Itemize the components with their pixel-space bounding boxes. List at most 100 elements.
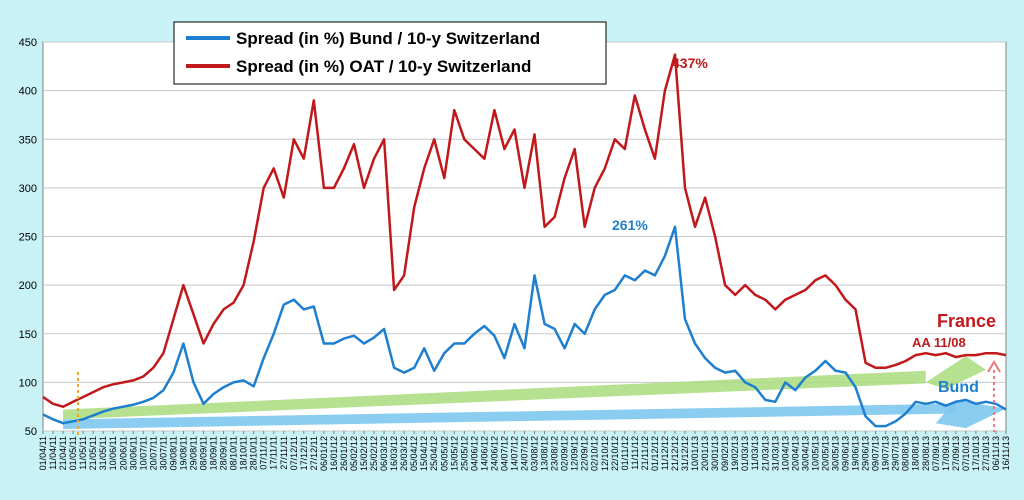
annotation-aa: AA 11/08 bbox=[912, 335, 966, 350]
x-tick-label: 20/05/13 bbox=[820, 436, 830, 471]
x-tick-label: 09/02/13 bbox=[720, 436, 730, 471]
legend: Spread (in %) Bund / 10-y Switzerland Sp… bbox=[173, 21, 607, 85]
legend-box bbox=[173, 21, 607, 85]
x-tick-label: 07/09/13 bbox=[931, 436, 941, 471]
x-tick-label: 29/06/13 bbox=[861, 436, 871, 471]
x-tick-label: 12/09/12 bbox=[570, 436, 580, 471]
x-tick-label: 11/11/12 bbox=[630, 436, 640, 470]
trend-bands bbox=[63, 356, 1006, 430]
x-tick-label: 27/12/11 bbox=[309, 436, 319, 470]
x-tick-label: 25/05/12 bbox=[459, 436, 469, 471]
y-tick-label: 100 bbox=[19, 377, 37, 389]
series-line-bund bbox=[42, 225, 1007, 428]
x-tick-label: 07/10/13 bbox=[961, 436, 971, 471]
x-tick-label: 21/04/11 bbox=[58, 436, 68, 470]
x-tick-label: 19/08/11 bbox=[178, 436, 188, 470]
x-tick-label: 11/12/12 bbox=[660, 436, 670, 470]
x-tick-label: 11/05/11 bbox=[78, 436, 88, 470]
y-tick-label: 50 bbox=[25, 426, 37, 438]
x-tick-label: 01/05/11 bbox=[68, 436, 78, 470]
x-tick-label: 27/11/11 bbox=[279, 436, 289, 470]
x-tick-label: 10/05/13 bbox=[810, 436, 820, 471]
x-tick-label: 16/03/12 bbox=[389, 436, 399, 471]
x-tick-label: 16/11/13 bbox=[1001, 436, 1011, 470]
x-tick-label: 17/10/13 bbox=[971, 436, 981, 471]
x-tick-label: 06/01/12 bbox=[319, 436, 329, 471]
y-tick-label: 200 bbox=[19, 280, 37, 292]
x-tick-label: 01/12/12 bbox=[650, 436, 660, 471]
legend-label-oat: Spread (in %) OAT / 10-y Switzerland bbox=[236, 57, 531, 76]
x-tick-label: 09/08/11 bbox=[168, 436, 178, 470]
x-tick-label: 05/02/12 bbox=[349, 436, 359, 471]
x-tick-label: 15/04/12 bbox=[419, 436, 429, 471]
y-tick-label: 150 bbox=[19, 329, 37, 341]
x-tick-label: 20/07/11 bbox=[148, 436, 158, 470]
x-tick-label: 24/06/12 bbox=[489, 436, 499, 471]
x-tick-label: 26/03/12 bbox=[399, 436, 409, 471]
x-tick-label: 28/09/11 bbox=[219, 436, 229, 470]
x-tick-label: 08/09/11 bbox=[199, 436, 209, 470]
x-axis-ticks: 01/04/11 11/04/11 21/04/11 01/05/11 11/05/11… bbox=[38, 431, 1011, 471]
x-tick-label: 27/09/13 bbox=[951, 436, 961, 471]
x-tick-label: 10/07/11 bbox=[138, 436, 148, 470]
x-tick-label: 21/11/12 bbox=[640, 436, 650, 470]
x-tick-label: 08/10/11 bbox=[229, 436, 239, 470]
x-tick-label: 30/06/11 bbox=[128, 436, 138, 470]
x-tick-label: 30/05/13 bbox=[830, 436, 840, 471]
x-tick-label: 03/08/12 bbox=[530, 436, 540, 471]
x-tick-label: 30/01/13 bbox=[710, 436, 720, 471]
x-tick-label: 11/04/11 bbox=[48, 436, 58, 470]
x-tick-label: 21/03/13 bbox=[760, 436, 770, 471]
x-tick-label: 22/10/12 bbox=[610, 436, 620, 471]
x-tick-label: 11/03/13 bbox=[750, 436, 760, 470]
x-tick-label: 04/07/12 bbox=[499, 436, 509, 471]
x-tick-label: 17/09/13 bbox=[941, 436, 951, 471]
trend-band-green bbox=[63, 370, 926, 420]
y-tick-label: 450 bbox=[19, 37, 37, 49]
x-tick-label: 07/12/11 bbox=[289, 436, 299, 470]
x-tick-label: 07/11/11 bbox=[259, 436, 269, 470]
x-tick-label: 13/08/12 bbox=[540, 436, 550, 471]
x-tick-label: 20/04/13 bbox=[790, 436, 800, 471]
x-tick-label: 17/12/11 bbox=[299, 436, 309, 470]
x-tick-label: 31/05/11 bbox=[98, 436, 108, 470]
x-tick-label: 26/01/12 bbox=[339, 436, 349, 471]
x-tick-label: 14/06/12 bbox=[479, 436, 489, 471]
x-tick-label: 28/08/13 bbox=[921, 436, 931, 471]
x-tick-label: 05/05/12 bbox=[439, 436, 449, 471]
x-tick-label: 19/06/13 bbox=[851, 436, 861, 471]
marker-arrow-pink bbox=[987, 360, 1001, 373]
x-tick-label: 15/05/12 bbox=[449, 436, 459, 471]
x-tick-label: 06/03/12 bbox=[379, 436, 389, 471]
x-tick-label: 15/02/12 bbox=[359, 436, 369, 471]
trend-band-blue-head bbox=[935, 399, 1006, 429]
x-tick-label: 23/08/12 bbox=[550, 436, 560, 471]
x-tick-label: 04/06/12 bbox=[469, 436, 479, 471]
y-tick-label: 250 bbox=[19, 232, 37, 244]
x-tick-label: 31/12/12 bbox=[680, 436, 690, 471]
x-tick-label: 01/11/12 bbox=[620, 436, 630, 470]
x-tick-label: 28/10/11 bbox=[249, 436, 259, 470]
x-tick-label: 08/08/13 bbox=[901, 436, 911, 471]
x-tick-label: 31/03/13 bbox=[770, 436, 780, 471]
x-tick-label: 17/11/11 bbox=[269, 436, 279, 470]
y-tick-label: 300 bbox=[19, 183, 37, 195]
x-tick-label: 05/04/12 bbox=[409, 436, 419, 471]
x-tick-label: 16/01/12 bbox=[329, 436, 339, 471]
x-tick-label: 21/05/11 bbox=[88, 436, 98, 470]
annotation-oat-peak: 437% bbox=[672, 55, 708, 71]
x-tick-label: 18/10/11 bbox=[239, 436, 249, 470]
x-tick-label: 25/04/12 bbox=[429, 436, 439, 471]
x-tick-label: 21/12/12 bbox=[670, 436, 680, 471]
x-tick-label: 30/07/11 bbox=[158, 436, 168, 470]
x-tick-label: 01/04/11 bbox=[38, 436, 48, 470]
x-tick-label: 10/01/13 bbox=[690, 436, 700, 471]
x-tick-label: 06/11/13 bbox=[991, 436, 1001, 470]
legend-label-bund: Spread (in %) Bund / 10-y Switzerland bbox=[236, 29, 540, 48]
x-tick-label: 20/01/13 bbox=[700, 436, 710, 471]
x-tick-label: 10/06/11 bbox=[108, 436, 118, 470]
x-tick-label: 24/07/12 bbox=[520, 436, 530, 471]
x-tick-label: 14/07/12 bbox=[509, 436, 519, 471]
x-tick-label: 10/04/13 bbox=[780, 436, 790, 471]
